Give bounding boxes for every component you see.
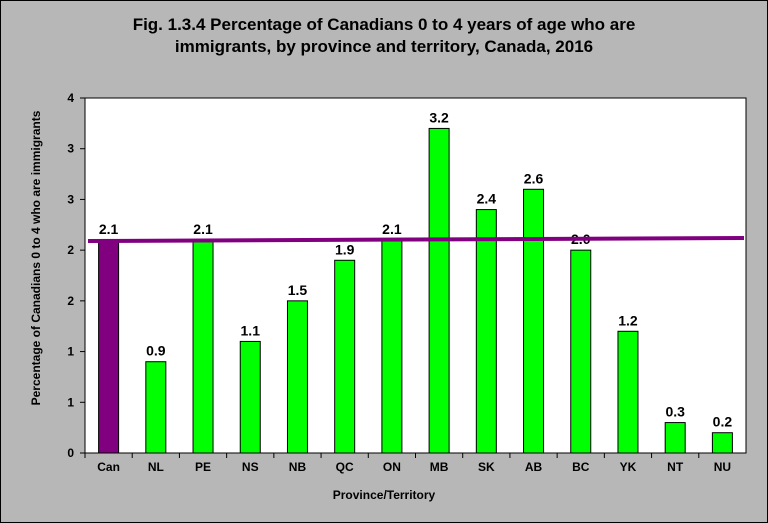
bar-ns <box>239 340 261 454</box>
x-tick-label: NB <box>289 460 307 474</box>
x-tick-label: AB <box>525 460 543 474</box>
data-label: 1.1 <box>241 322 261 338</box>
bar-bc <box>570 249 592 454</box>
y-axis-title: Percentage of Canadians 0 to 4 who are i… <box>29 110 43 406</box>
x-tick-label: Can <box>97 460 120 474</box>
chart-title-line-1: Fig. 1.3.4 Percentage of Canadians 0 to … <box>132 15 636 34</box>
bar-nb <box>286 300 308 454</box>
y-tick-label: 4 <box>67 91 74 105</box>
bar-pe <box>192 239 214 454</box>
y-tick-label: 0 <box>67 446 74 460</box>
x-tick-label: NU <box>714 460 731 474</box>
x-tick-label: MB <box>430 460 449 474</box>
x-tick-label: NT <box>667 460 684 474</box>
y-tick-label: 3 <box>67 192 74 206</box>
y-tick-label: 1 <box>67 345 74 359</box>
bar-on <box>381 239 403 454</box>
data-label: 3.2 <box>429 109 449 125</box>
data-label: 2.6 <box>524 170 544 186</box>
data-label: 2.4 <box>477 191 497 207</box>
data-label: 1.2 <box>618 312 638 328</box>
x-tick-label: SK <box>478 460 495 474</box>
y-tick-label: 2 <box>67 294 74 308</box>
y-tick-label: 2 <box>67 243 74 257</box>
y-tick-label: 3 <box>67 142 74 156</box>
data-label: 1.5 <box>288 282 308 298</box>
bar-mb <box>428 127 450 454</box>
bar-nu <box>711 432 733 454</box>
national-average-line <box>87 236 745 243</box>
x-axis-title: Province/Territory <box>332 488 436 502</box>
x-tick-label: NL <box>148 460 164 474</box>
data-label: 1.9 <box>335 241 355 257</box>
plot-area <box>84 97 747 454</box>
bar-qc <box>334 259 356 454</box>
data-label: 2.1 <box>382 221 402 237</box>
x-tick-label: NS <box>242 460 259 474</box>
data-label: 2.1 <box>193 221 213 237</box>
y-tick-label: 1 <box>67 395 74 409</box>
data-label: 0.2 <box>713 414 733 430</box>
chart-title-line-2: immigrants, by province and territory, C… <box>174 37 594 56</box>
bar-ab <box>523 188 545 454</box>
data-label: 0.3 <box>665 404 685 420</box>
data-label: 0.9 <box>146 343 166 359</box>
x-tick-label: BC <box>572 460 590 474</box>
bar-can <box>98 239 120 454</box>
bar-nl <box>145 361 167 454</box>
x-tick-label: YK <box>620 460 637 474</box>
bar-yk <box>617 330 639 454</box>
x-tick-label: QC <box>336 460 354 474</box>
bar-sk <box>475 209 497 454</box>
chart-title: Fig. 1.3.4 Percentage of Canadians 0 to … <box>0 14 768 58</box>
x-tick-label: PE <box>195 460 211 474</box>
bar-nt <box>664 422 686 454</box>
data-label: 2.1 <box>99 221 119 237</box>
x-tick-label: ON <box>383 460 401 474</box>
